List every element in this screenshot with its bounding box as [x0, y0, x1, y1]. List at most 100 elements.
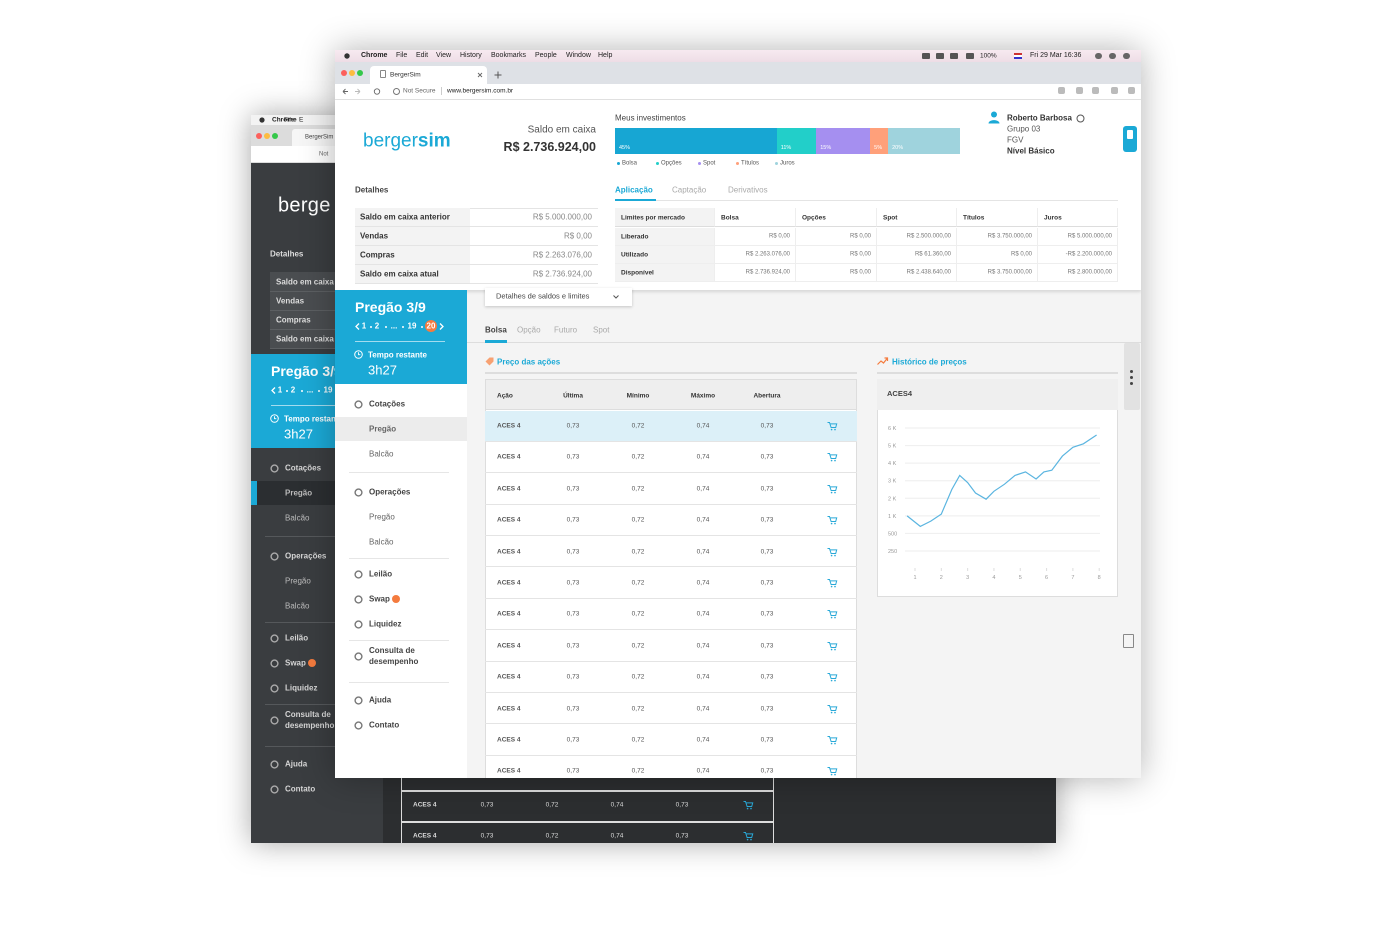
menu-item[interactable]: Balcão [369, 537, 394, 547]
os-menu-item[interactable]: Bookmarks [491, 51, 527, 59]
market-tab[interactable]: Opção [517, 325, 541, 335]
os-menu-item[interactable]: File [396, 51, 408, 59]
menu-item[interactable]: Pregão [369, 512, 395, 522]
menu-section[interactable]: Cotações [285, 463, 322, 473]
user-name[interactable]: Roberto Barbosa [1007, 113, 1072, 123]
page-number[interactable]: 1 [277, 385, 283, 395]
os-menu-item[interactable]: Edit [416, 51, 429, 59]
os-menu-item[interactable]: People [535, 51, 557, 59]
prices-row[interactable] [485, 599, 857, 631]
limits-tab[interactable]: Aplicação [615, 185, 653, 195]
limits-cell [715, 264, 796, 282]
menu-item[interactable]: Pregão [369, 424, 397, 434]
menu-section[interactable]: Consulta de desempenho [285, 710, 335, 730]
rail-icon[interactable] [1123, 634, 1134, 648]
prices-row[interactable] [485, 693, 857, 725]
os-menu-item[interactable]: E [299, 116, 304, 124]
limits-tab[interactable]: Derivativos [728, 185, 768, 195]
prices-cell: 0,73 [566, 453, 580, 461]
toolbar-icon[interactable] [1076, 87, 1083, 94]
menu-section[interactable]: Operações [285, 551, 327, 561]
menu-section[interactable]: Swap [369, 594, 390, 604]
logo[interactable]: bergersim [363, 132, 451, 151]
segment-label: 20% [892, 144, 904, 151]
os-menu-app[interactable]: Chrome [361, 51, 388, 59]
balance-value: R$ 2.736.924,00 [503, 139, 596, 154]
market-tab[interactable]: Spot [593, 325, 610, 335]
device-icon[interactable] [1123, 126, 1137, 152]
page-number[interactable]: 19 [407, 321, 417, 331]
toolbar-icon[interactable] [1128, 87, 1135, 94]
prices-row[interactable] [485, 473, 857, 505]
cart-icon [827, 422, 838, 431]
prices-row[interactable] [485, 756, 857, 778]
limits-value: R$ 3.750.000,00 [987, 233, 1032, 240]
toolbar-icon[interactable] [1058, 87, 1065, 94]
url[interactable]: www.bergersim.com.br [447, 87, 514, 95]
os-menu-item[interactable]: History [460, 51, 482, 59]
browser-tab[interactable] [370, 66, 487, 84]
prices-row[interactable] [485, 568, 857, 599]
menu-icon [354, 488, 363, 497]
menu-section[interactable]: Cotações [369, 399, 406, 409]
menu-section[interactable]: Ajuda [369, 695, 392, 705]
cart-icon-holder [827, 672, 838, 682]
dropdown-chevron-holder [613, 295, 619, 299]
menu-section[interactable]: Contato [285, 784, 316, 794]
os-menu-item[interactable]: Window [566, 51, 591, 59]
menu-item[interactable]: Pregão [285, 488, 313, 498]
toolbar-icon[interactable] [1092, 87, 1099, 94]
menu-divider [349, 682, 449, 683]
menu-section[interactable]: Contato [369, 720, 400, 730]
prices-row[interactable] [485, 410, 857, 442]
menu-item[interactable]: Balcão [285, 513, 310, 523]
prices-row[interactable] [485, 536, 857, 568]
menu-icon [354, 696, 363, 705]
menu-section[interactable]: Swap [285, 658, 306, 668]
menu-section[interactable]: Operações [369, 487, 411, 497]
segment-label: 5% [874, 144, 883, 151]
page-number[interactable]: ... [390, 321, 398, 331]
menu-item[interactable]: Pregão [285, 576, 311, 586]
dropdown[interactable] [485, 288, 632, 306]
prices-row[interactable] [485, 662, 857, 694]
menu-section[interactable]: Consulta de desempenho [369, 646, 419, 666]
prices-row[interactable] [485, 725, 857, 756]
prices-row[interactable] [485, 630, 857, 662]
page-number[interactable]: 2 [374, 321, 380, 331]
prices-row[interactable] [485, 505, 857, 537]
prices-cell: 0,73 [760, 547, 774, 555]
menu-item[interactable]: Balcão [285, 601, 310, 611]
prices-row[interactable] [485, 442, 857, 474]
toolbar-icon[interactable] [1111, 87, 1118, 94]
tab-close-holder [477, 72, 483, 78]
market-tab[interactable]: Bolsa [485, 325, 507, 335]
page-number[interactable]: 20 [426, 321, 436, 331]
menu-section[interactable]: Liquidez [369, 619, 402, 629]
window-control[interactable] [341, 70, 347, 76]
market-tab[interactable]: Futuro [554, 325, 578, 335]
menu-item[interactable]: Balcão [369, 449, 394, 459]
os-menu-item[interactable]: Chrome [272, 116, 297, 124]
menu-section[interactable]: Leilão [285, 633, 309, 643]
page-number[interactable]: 19 [323, 385, 333, 395]
page-number[interactable]: 2 [290, 385, 296, 395]
menu-icon [270, 634, 279, 643]
os-menu-item[interactable]: View [436, 51, 452, 59]
menu-section[interactable]: Leilão [369, 569, 393, 579]
window-control[interactable] [357, 70, 363, 76]
scroll-dot [1130, 370, 1133, 373]
menu-section[interactable]: Ajuda [285, 759, 308, 769]
window-control[interactable] [349, 70, 355, 76]
apple-glyph [344, 53, 350, 59]
limits-tab[interactable]: Captação [672, 185, 707, 195]
os-menu-item[interactable]: Help [598, 51, 613, 59]
window-control[interactable] [272, 133, 278, 139]
os-menu-item[interactable]: File [284, 116, 295, 124]
window-control[interactable] [256, 133, 262, 139]
y-tick-label: 5 K [888, 444, 897, 450]
page-number[interactable]: 1 [361, 321, 367, 331]
menu-section[interactable]: Liquidez [285, 683, 318, 693]
page-number[interactable]: ... [306, 385, 314, 395]
window-control[interactable] [264, 133, 270, 139]
